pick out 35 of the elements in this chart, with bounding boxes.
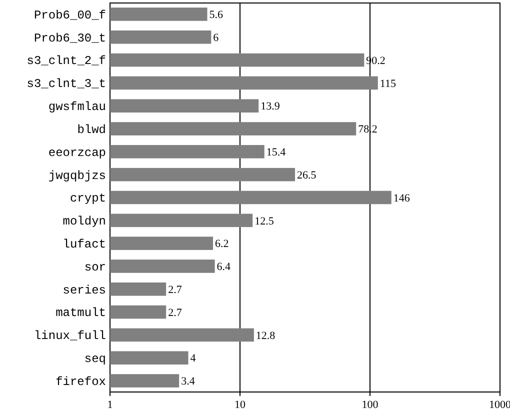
y-tick-label: linux_full bbox=[34, 329, 106, 344]
y-tick-label: seq bbox=[84, 352, 106, 366]
data-label: 6.2 bbox=[215, 238, 229, 250]
x-tick-label: 10 bbox=[234, 399, 246, 411]
data-label: 2.7 bbox=[168, 284, 182, 296]
data-label: 12.8 bbox=[256, 330, 276, 342]
data-label: 13.9 bbox=[260, 100, 280, 113]
y-tick-label: blwd bbox=[77, 122, 106, 137]
data-label: 26.5 bbox=[297, 169, 317, 182]
data-label: 3.4 bbox=[181, 376, 196, 388]
data-label: 115 bbox=[380, 78, 396, 90]
data-label: 4 bbox=[190, 352, 196, 365]
x-tick-label: 1 bbox=[107, 399, 113, 411]
y-tick-label: jwgqbjzs bbox=[48, 168, 106, 183]
y-tick-label: s3_clnt_3_t bbox=[26, 77, 106, 92]
y-tick-label: Prob6_00_f bbox=[34, 8, 106, 22]
y-tick-label: firefox bbox=[56, 374, 106, 389]
y-tick-label: crypt bbox=[70, 192, 106, 206]
data-label: 2.7 bbox=[168, 306, 182, 319]
y-tick-label: eeorzcap bbox=[48, 146, 106, 160]
y-tick-label: s3_clnt_2_f bbox=[26, 54, 106, 68]
data-label: 12.5 bbox=[254, 215, 274, 228]
y-tick-label: matmult bbox=[56, 306, 106, 320]
y-tick-label: lufact bbox=[62, 238, 106, 252]
data-label: 6 bbox=[213, 32, 220, 44]
y-tick-label: Prob6_30_t bbox=[34, 31, 106, 46]
data-label: 15.4 bbox=[266, 146, 286, 159]
y-tick-label: gwsfmlau bbox=[48, 100, 106, 114]
y-tick-label: sor bbox=[84, 260, 106, 274]
data-label: 146 bbox=[393, 192, 410, 204]
y-tick-label: moldyn bbox=[62, 214, 106, 229]
data-label: 6.4 bbox=[216, 261, 232, 274]
y-tick-label: series bbox=[62, 283, 106, 298]
data-label: 5.6 bbox=[209, 9, 224, 22]
x-tick-label: 100 bbox=[362, 399, 379, 411]
